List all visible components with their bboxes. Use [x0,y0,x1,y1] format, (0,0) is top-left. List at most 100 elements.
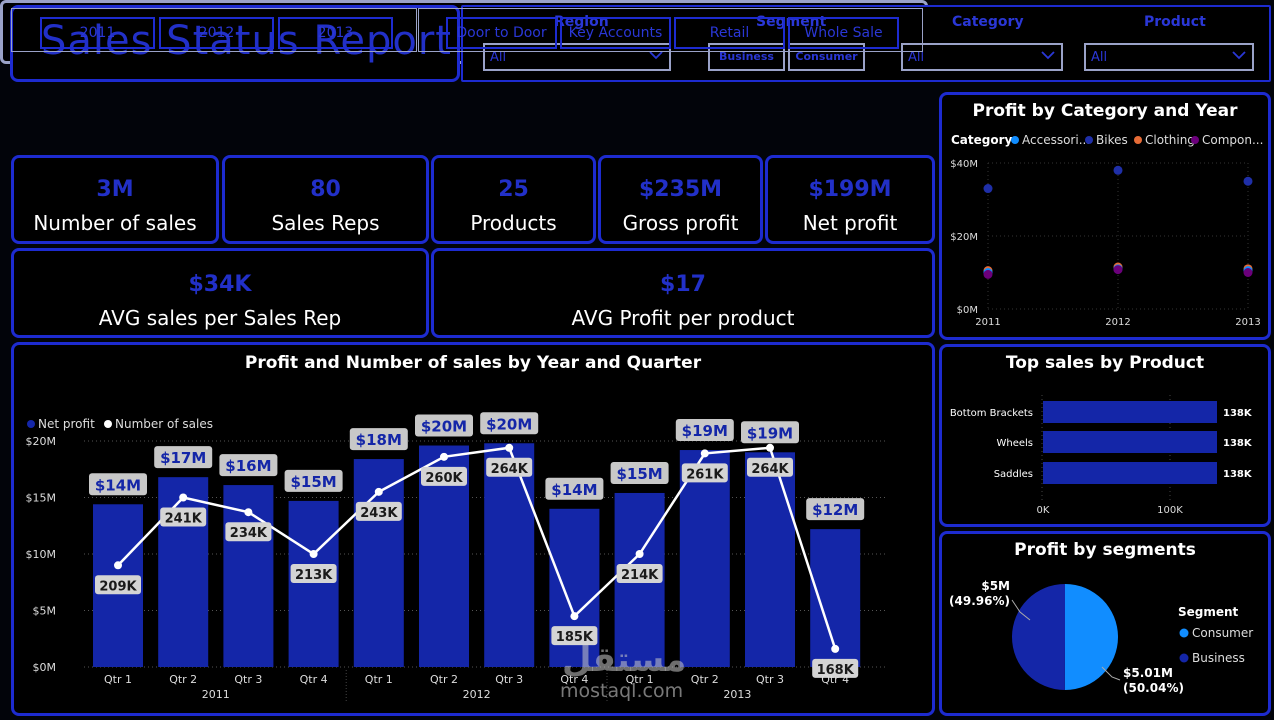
chart-title: Profit by Category and Year [972,101,1238,121]
channel-key-accounts-button[interactable]: Key Accounts [560,17,671,49]
legend-item: Consumer [1192,626,1253,640]
product-dropdown[interactable]: All [1084,43,1254,71]
bar-label-bg [545,477,604,500]
horizontal-bar-chart: Bottom Brackets 138K Wheels 138K Saddles 138K… [950,395,1253,516]
x-tick-label: Qtr 3 [756,673,784,686]
x-tick-label: Qtr 3 [495,673,523,686]
legend-dot [1179,653,1189,663]
kpi-number-of-sales: 3M Number of sales [11,155,219,244]
bar-data-label: $19M [682,422,728,440]
kpi-label: Net profit [802,211,898,235]
bar-data-label: $15M [616,465,662,483]
legend-item: Accessori... [1022,133,1090,147]
line-point [244,508,253,517]
y-tick-label: $0M [957,305,978,316]
line-number-of-sales [117,446,837,650]
bar-data-label: $14M [551,481,597,499]
channel-retail-button[interactable]: Retail [674,17,785,49]
kpi-gross-profit: $235M Gross profit [598,155,763,244]
line-point [179,493,188,502]
profit-category-year-panel: Profit by Category and Year Category Acce… [939,92,1271,340]
bar-label-bg [89,473,147,496]
bar-data-label: $14M [95,476,141,494]
bar-label-bg [154,446,213,469]
x-tick-label: Qtr 2 [169,673,197,686]
kpi-value: $17 [660,272,706,297]
bar-net-profit [158,477,209,667]
legend-dot-number-of-sales [104,420,112,428]
slice-label: $5.01M [1123,666,1173,680]
bar-label-bg [675,419,734,442]
x-tick-label: Qtr 1 [626,673,654,686]
category-label: Wheels [996,438,1033,449]
scatter-point [1113,165,1123,175]
chart-title: Profit by segments [1014,540,1196,560]
legend-title: Category [951,133,1013,147]
scatter-point [1243,268,1253,277]
bar-data-label: $20M [486,415,532,433]
bar-label-bg [349,428,408,451]
category-dropdown[interactable]: All [901,43,1063,71]
bar-net-profit [745,452,795,667]
legend-item: Business [1192,651,1245,665]
legend-number-of-sales: Number of sales [115,417,213,431]
profit-segments-panel: Profit by segments $5M (49.96%) $5.01M (50.… [939,531,1271,716]
bar-net-profit [288,500,339,667]
bar-label-bg [806,498,865,521]
scatter-point [1113,265,1123,275]
year-2012-button[interactable]: 2012 [159,17,274,49]
chevron-down-icon [1232,51,1246,60]
category-label: Category [952,14,1024,30]
kpi-label: Gross profit [622,211,739,235]
line-label-bg [486,457,533,477]
line-data-label: 264K [491,462,529,477]
line-data-label: 213K [295,568,333,583]
x-tick-label: 100K [1157,505,1183,516]
line-label-bg [421,466,467,486]
bar-label-bg [415,414,473,437]
y-tick-label: $0M [33,661,57,674]
segment-business-button[interactable]: Business [708,43,785,71]
kpi-value: 80 [310,177,341,202]
leader-line [1101,666,1121,681]
leader-line [1011,599,1031,621]
bar-data-label: $15M [290,473,336,491]
line-data-label: 260K [425,471,463,486]
y-tick-label: $10M [26,548,57,561]
y-tick-label: $5M [33,605,57,618]
y-tick-label: $40M [950,159,978,170]
bar-data-label: $17M [160,449,206,467]
scatter-chart: Category Accessori... Bikes Clothing Compon.… [950,133,1263,328]
bar-data-label: $19M [747,424,793,442]
legend-dot [1011,136,1019,144]
kpi-value: $199M [808,177,892,202]
kpi-sales-reps: 80 Sales Reps [222,155,429,244]
legend-item: Clothing [1145,133,1195,147]
scatter-point [983,184,993,194]
legend-item: Bikes [1096,133,1128,147]
chevron-down-icon [1041,51,1055,60]
line-label-bg [290,564,337,583]
year-2013-button[interactable]: 2013 [278,17,393,49]
x-tick-label: Qtr 4 [300,673,328,686]
watermark: مستقل mostaql.com [552,640,722,710]
line-label-bg [160,507,207,527]
channel-whole-sale-button[interactable]: Whole Sale [788,17,899,49]
line-data-label: 241K [165,512,203,527]
line-point [831,644,840,653]
line-point [635,550,644,558]
x-tick-label: 0K [1037,505,1050,516]
bar [1043,462,1217,484]
line-label-bg [355,501,402,521]
segment-consumer-button[interactable]: Consumer [788,43,865,71]
line-data-label: 185K [556,630,594,645]
line-label-bg [681,463,728,483]
channel-door-to-door-button[interactable]: Door to Door [446,17,557,49]
legend-item: Compon... [1202,133,1263,147]
kpi-label: Number of sales [33,211,197,235]
x-group-label: 2013 [723,688,751,701]
year-2011-button[interactable]: 2011 [40,17,155,49]
pie-slice [1011,584,1065,690]
legend-dot-net-profit [27,420,35,428]
